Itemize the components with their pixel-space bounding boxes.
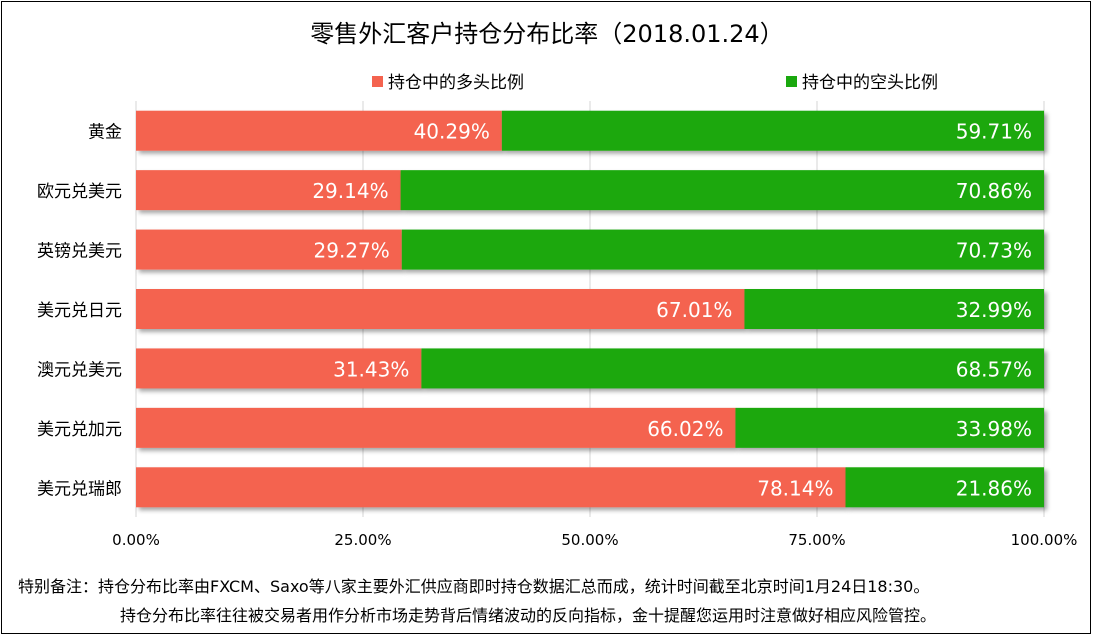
data-label: 29.14% — [312, 179, 388, 203]
bar-short — [744, 289, 1044, 329]
bar-long — [136, 229, 402, 270]
legend-swatch — [786, 76, 797, 87]
bar-short — [401, 229, 1044, 270]
data-label: 68.57% — [956, 357, 1032, 381]
category-label: 澳元兑美元 — [37, 360, 122, 380]
category-label: 黄金 — [88, 123, 122, 143]
data-label: 32.99% — [956, 298, 1032, 322]
x-tick-label: 100.00% — [1011, 531, 1078, 549]
x-tick-label: 25.00% — [334, 531, 391, 549]
data-label: 70.73% — [956, 239, 1032, 263]
footnote-line-2: 持仓分布比率往往被交易者用作分析市场走势背后情绪波动的反向指标，金十提醒您运用时… — [120, 606, 937, 625]
data-label: 29.27% — [314, 239, 390, 263]
data-label: 31.43% — [333, 357, 409, 381]
data-label: 66.02% — [647, 417, 723, 441]
bar-short — [735, 407, 1044, 448]
data-label: 21.86% — [956, 476, 1032, 500]
bar-long — [136, 170, 401, 211]
bar-long — [136, 110, 502, 151]
category-label: 英镑兑美元 — [37, 242, 122, 262]
bar-long — [136, 467, 846, 508]
chart-title: 零售外汇客户持仓分布比率（2018.01.24） — [310, 20, 784, 48]
x-tick-label: 0.00% — [112, 531, 160, 549]
footnote-line-1: 特别备注：持仓分布比率由FXCM、Saxo等八家主要外汇供应商即时持仓数据汇总而… — [18, 577, 930, 596]
bar-short — [421, 348, 1044, 389]
category-label: 美元兑瑞郎 — [37, 479, 122, 499]
bar-short — [845, 467, 1044, 508]
category-label: 美元兑日元 — [37, 301, 122, 321]
x-tick-label: 50.00% — [561, 531, 618, 549]
data-label: 78.14% — [757, 476, 833, 500]
x-tick-label: 75.00% — [788, 531, 845, 549]
bar-long — [136, 289, 745, 329]
category-label: 美元兑加元 — [37, 420, 122, 440]
bar-short — [501, 110, 1044, 151]
data-label: 67.01% — [656, 298, 732, 322]
bar-long — [136, 407, 736, 448]
data-label: 70.86% — [956, 179, 1032, 203]
data-label: 40.29% — [414, 120, 490, 144]
data-label: 59.71% — [956, 120, 1032, 144]
legend-label: 持仓中的空头比例 — [802, 73, 938, 93]
data-label: 33.98% — [956, 417, 1032, 441]
legend-swatch — [372, 76, 383, 87]
bar-long — [136, 348, 422, 389]
legend-label: 持仓中的多头比例 — [388, 73, 524, 93]
category-label: 欧元兑美元 — [37, 182, 122, 202]
bar-short — [400, 170, 1044, 211]
